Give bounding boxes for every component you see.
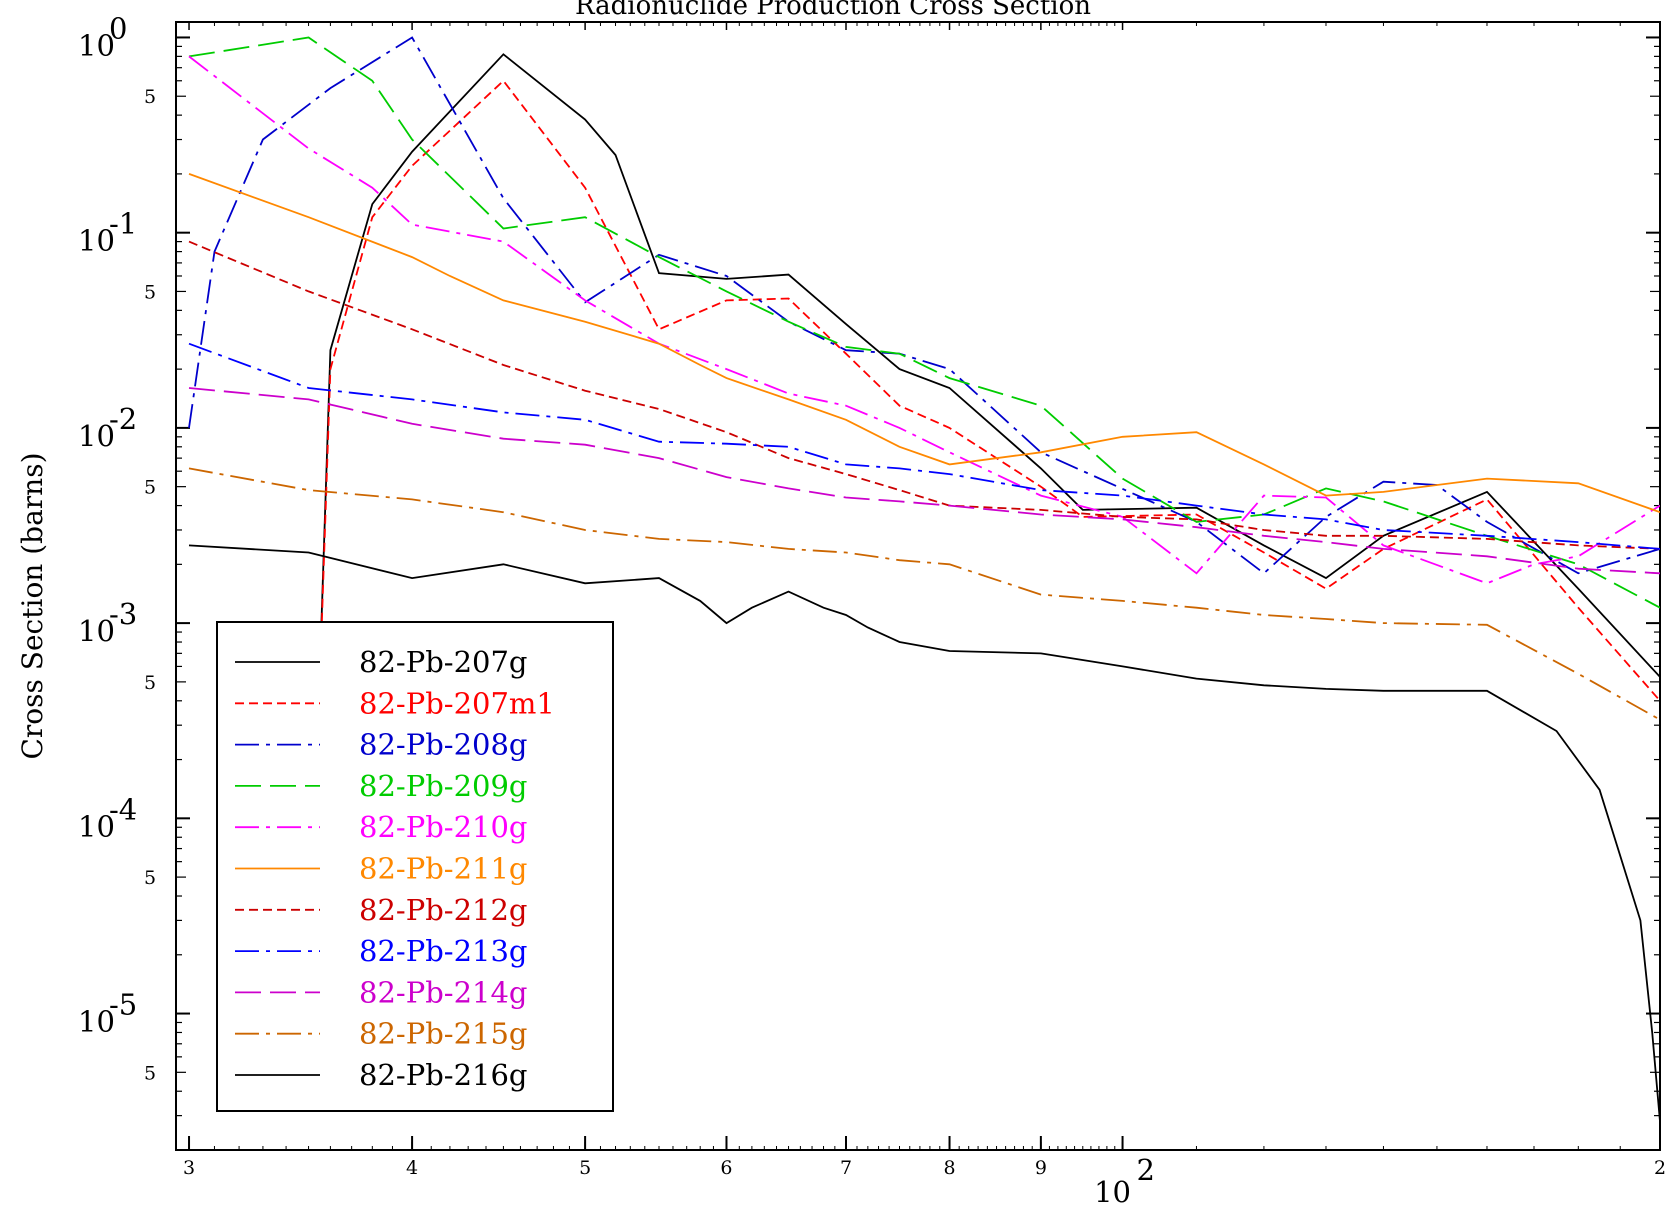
y-tick-label-five: 5 <box>144 86 156 108</box>
y-tick-label-five: 5 <box>144 477 156 499</box>
y-tick-label-five: 5 <box>144 1062 156 1084</box>
legend: 82-Pb-207g 82-Pb-207m1 82-Pb-208g 82-Pb-209… <box>216 621 614 1112</box>
y-tick-exponent: -3 <box>109 597 137 631</box>
series-line-7 <box>188 342 1660 550</box>
legend-label: 82-Pb-207g <box>359 645 528 679</box>
y-tick-label: 10 <box>78 809 115 843</box>
series-line-8 <box>188 387 1660 575</box>
y-tick-label-five: 5 <box>144 672 156 694</box>
legend-label: 82-Pb-210g <box>359 810 528 844</box>
y-tick-label: 10 <box>78 28 115 62</box>
y-axis-label: Cross Section (barns) <box>16 453 49 760</box>
legend-label: 82-Pb-214g <box>359 975 528 1009</box>
y-tick-label: 10 <box>78 614 115 648</box>
legend-label: 82-Pb-215g <box>359 1017 528 1051</box>
y-tick-exponent: -4 <box>109 792 137 826</box>
y-tick-label: 10 <box>78 224 115 258</box>
series-line-4 <box>188 55 1660 585</box>
series-layer <box>188 36 1660 1122</box>
y-tick-exponent: -5 <box>109 988 137 1022</box>
x-tick-label: 7 <box>840 1157 852 1179</box>
x-tick-exponent: 2 <box>1137 1153 1155 1187</box>
x-tick-label: 2 <box>1654 1157 1665 1179</box>
legend-label: 82-Pb-209g <box>359 769 528 803</box>
series-line-5 <box>188 173 1660 514</box>
x-tick-label: 3 <box>183 1157 195 1179</box>
x-tick-label: 10 <box>1094 1175 1131 1209</box>
legend-label: 82-Pb-213g <box>359 934 528 968</box>
y-tick-label-five: 5 <box>144 867 156 889</box>
y-tick-label: 10 <box>78 419 115 453</box>
series-line-0 <box>307 53 1660 1014</box>
x-tick-label: 6 <box>720 1157 732 1179</box>
x-tick-label: 9 <box>1035 1157 1047 1179</box>
series-line-6 <box>188 240 1660 550</box>
x-tick-label: 4 <box>406 1157 418 1179</box>
y-tick-exponent: -1 <box>109 207 137 241</box>
legend-label: 82-Pb-211g <box>359 852 528 886</box>
y-tick-exponent: -2 <box>109 402 137 436</box>
x-tick-label: 8 <box>943 1157 955 1179</box>
series-line-2 <box>188 36 1660 575</box>
y-tick-label-five: 5 <box>144 281 156 303</box>
x-tick-label: 5 <box>579 1157 591 1179</box>
legend-label: 82-Pb-212g <box>359 893 528 927</box>
series-line-9 <box>188 467 1660 721</box>
series-line-1 <box>307 79 1660 1014</box>
series-line-3 <box>188 36 1660 609</box>
legend-label: 82-Pb-216g <box>359 1058 528 1092</box>
series-line-10 <box>188 544 1660 1122</box>
plot-frame <box>175 21 1661 1151</box>
legend-label: 82-Pb-207m1 <box>359 686 555 720</box>
legend-label: 82-Pb-208g <box>359 728 528 762</box>
y-tick-label: 10 <box>78 1005 115 1039</box>
y-tick-exponent: 0 <box>109 11 127 45</box>
chart-title: Radionuclide Production Cross Section <box>575 0 1091 21</box>
